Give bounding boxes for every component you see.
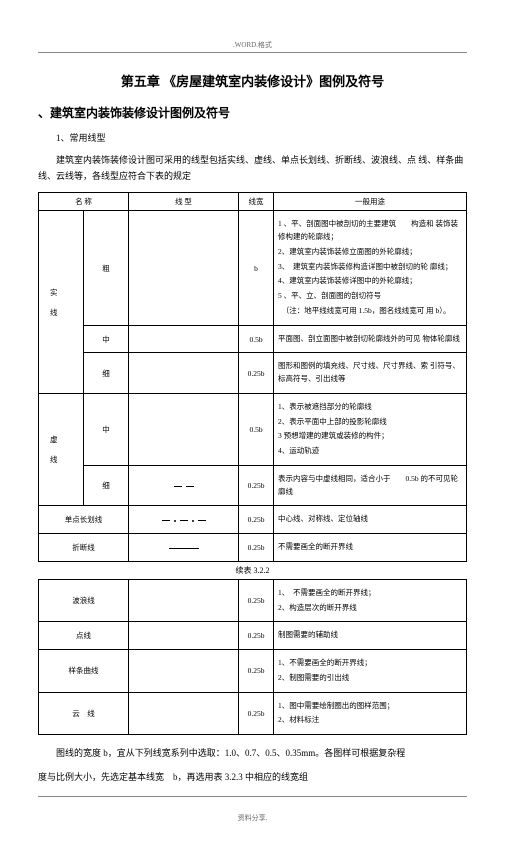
chapter-title: 第五章 《房屋建筑室内装修设计》图例及符号 [38, 71, 467, 90]
line-type-table-1: 名 称 线 型 线宽 一般用途 实线 粗 b 1 、平、剖面图中被剖切的主要建筑… [38, 192, 467, 562]
cell [129, 534, 239, 562]
col-usage: 一般用途 [274, 193, 467, 211]
cell: 0.5b [239, 325, 274, 353]
cell: 波浪线 [39, 579, 129, 622]
cell: 0.25b [239, 692, 274, 735]
paragraph: 度与比例大小，先选定基本线宽 b，再选用表 3.2.3 中相应的线宽组 [38, 769, 467, 785]
table-row: 中 0.5b 平面图、剖立面图中被剖切轮廓线外的可见 物体轮廓线 [39, 325, 467, 353]
cell: 中 [84, 393, 129, 465]
cell: 中 [84, 325, 129, 353]
cell: 0.25b [239, 534, 274, 562]
cell: 图形和图例的填充线、尺寸线、尺寸界线、索 引符号、标高符号、引出线等 [274, 353, 467, 394]
table-row: 点线 0.25b 制图需要的辅助线 [39, 622, 467, 650]
cell: 单点长划线 [39, 506, 129, 534]
cell [129, 353, 239, 394]
cell: 虚线 [39, 393, 69, 506]
cell: 云 线 [39, 692, 129, 735]
footer-rule [38, 796, 467, 797]
table-row: 云 线 0.25b 1、图中需要绘制圈出的图样范围；2、材料标注 [39, 692, 467, 735]
cell: 表示内容与中虚线相同，适合小于 0.5b 的不可见轮廓线 [274, 465, 467, 506]
table-header-row: 名 称 线 型 线宽 一般用途 [39, 193, 467, 211]
intro-paragraph: 建筑室内装饰装修设计图可采用的线型包括实线、虚线、单点长划线、折断线、波浪线、点… [38, 152, 467, 184]
section-title: 、建筑室内装饰装修设计图例及符号 [38, 104, 467, 121]
cell [129, 465, 239, 506]
cell: 1、 不需要画全的断开界线；2、构造层次的断开界线 [274, 579, 467, 622]
table-row: 波浪线 0.25b 1、 不需要画全的断开界线；2、构造层次的断开界线 [39, 579, 467, 622]
cell: 制图需要的辅助线 [274, 622, 467, 650]
cell [129, 622, 239, 650]
page-footer: 资料分享. [38, 813, 467, 823]
cell: 0.25b [239, 506, 274, 534]
table-row: 样条曲线 0.25b 1、不需要画全的断开界线；2、制图需要的引出线 [39, 650, 467, 693]
table-row: 折断线 0.25b 不需要画全的断开界线 [39, 534, 467, 562]
subsection-number: 1、常用线型 [56, 131, 467, 144]
cell: b [239, 211, 274, 325]
line-type-table-2: 波浪线 0.25b 1、 不需要画全的断开界线；2、构造层次的断开界线 点线 0… [38, 579, 467, 735]
cell: 实线 [39, 211, 69, 394]
cell: 0.5b [239, 393, 274, 465]
cell [129, 579, 239, 622]
cell: 1、不需要画全的断开界线；2、制图需要的引出线 [274, 650, 467, 693]
cell: 细 [84, 353, 129, 394]
cell: 0.25b [239, 353, 274, 394]
cell: 0.25b [239, 465, 274, 506]
cell: 不需要画全的断开界线 [274, 534, 467, 562]
table-row: 细 0.25b 表示内容与中虚线相同，适合小于 0.5b 的不可见轮廓线 [39, 465, 467, 506]
col-name: 名 称 [39, 193, 129, 211]
cell: 1、图中需要绘制圈出的图样范围；2、材料标注 [274, 692, 467, 735]
cell: 0.25b [239, 579, 274, 622]
table-row: 细 0.25b 图形和图例的填充线、尺寸线、尺寸界线、索 引符号、标高符号、引出… [39, 353, 467, 394]
col-type: 线 型 [129, 193, 239, 211]
table-row: 虚线 中 0.5b 1、表示被遮挡部分的轮廓线2、表示平面中上部的投影轮廓线3 … [39, 393, 467, 465]
page-header: .WORD.格式 [38, 40, 467, 50]
cell: 折断线 [39, 534, 129, 562]
cell [129, 692, 239, 735]
table-row: 实线 粗 b 1 、平、剖面图中被剖切的主要建筑 构造和 装饰装修构建的轮廓线；… [39, 211, 467, 325]
cell: 1 、平、剖面图中被剖切的主要建筑 构造和 装饰装修构建的轮廓线；2、建筑室内装… [274, 211, 467, 325]
col-width: 线宽 [239, 193, 274, 211]
paragraph: 图线的宽度 b，宜从下列线宽系列中选取：1.0、0.7、0.5、0.35mm。各… [38, 745, 467, 761]
cell: 样条曲线 [39, 650, 129, 693]
cell [129, 393, 239, 465]
header-rule [38, 52, 467, 53]
cell: 细 [84, 465, 129, 506]
cell: 点线 [39, 622, 129, 650]
cell: 粗 [84, 211, 129, 325]
cell: 中心线、对称线、定位轴线 [274, 506, 467, 534]
cell: 0.25b [239, 650, 274, 693]
cell: 1、表示被遮挡部分的轮廓线2、表示平面中上部的投影轮廓线3 预想增建的建筑或装修… [274, 393, 467, 465]
cell [129, 325, 239, 353]
cell [129, 650, 239, 693]
table-row: 单点长划线 0.25b 中心线、对称线、定位轴线 [39, 506, 467, 534]
cell: 平面图、剖立面图中被剖切轮廓线外的可见 物体轮廓线 [274, 325, 467, 353]
cell [129, 211, 239, 325]
cell [129, 506, 239, 534]
table-caption: 续表 3.2.2 [38, 565, 467, 576]
cell: 0.25b [239, 622, 274, 650]
